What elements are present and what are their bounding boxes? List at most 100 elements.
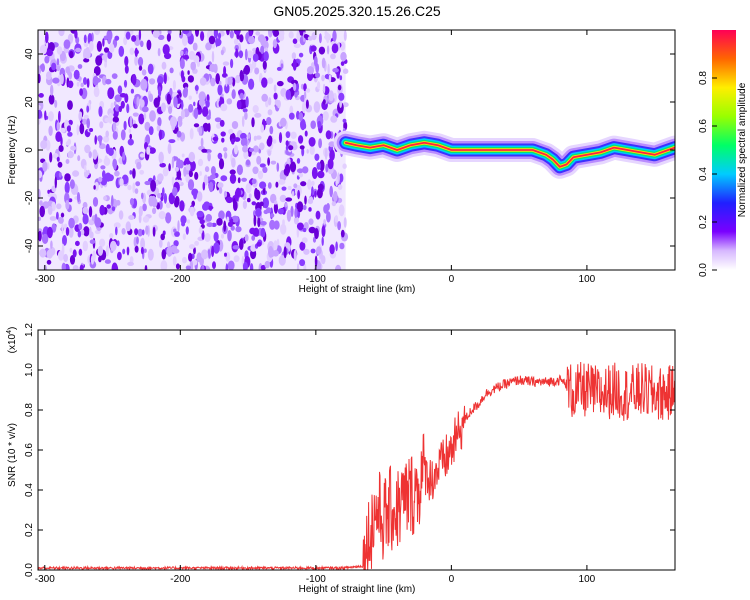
noise-blob — [269, 219, 276, 230]
noise-blob — [302, 204, 307, 211]
noise-blob — [40, 140, 48, 150]
noise-blob — [218, 210, 225, 220]
noise-blob — [88, 41, 94, 52]
noise-blob — [113, 222, 121, 229]
noise-blob — [188, 170, 193, 178]
noise-blob — [90, 255, 95, 265]
noise-blob — [156, 125, 161, 132]
snr-x-tick-label: -200 — [170, 574, 190, 585]
noise-blob — [145, 225, 149, 235]
noise-blob — [328, 141, 336, 148]
noise-blob — [188, 50, 196, 60]
noise-blob — [293, 216, 299, 225]
noise-blob — [150, 179, 157, 192]
noise-blob — [88, 151, 92, 159]
noise-blob — [49, 216, 57, 221]
noise-blob — [242, 145, 248, 153]
noise-blob — [111, 195, 114, 207]
noise-blob — [112, 158, 118, 169]
noise-blob — [125, 31, 131, 40]
noise-blob — [110, 102, 114, 111]
noise-blob — [329, 149, 335, 161]
noise-blob — [132, 182, 136, 194]
noise-blob — [245, 183, 252, 194]
noise-blob — [180, 99, 184, 110]
noise-blob — [97, 245, 104, 256]
noise-blob — [127, 184, 132, 191]
noise-blob — [72, 265, 79, 270]
noise-blob — [166, 33, 171, 42]
noise-blob — [157, 75, 164, 85]
noise-blob — [165, 212, 172, 224]
noise-blob — [291, 190, 295, 197]
noise-blob — [252, 53, 259, 62]
noise-blob — [147, 248, 154, 261]
noise-blob — [209, 63, 217, 73]
noise-blob — [38, 230, 42, 242]
noise-blob — [268, 246, 274, 258]
noise-blob — [129, 47, 135, 55]
noise-blob — [112, 131, 118, 140]
noise-blob — [140, 40, 144, 48]
noise-blob — [233, 30, 241, 35]
noise-blob — [201, 249, 209, 260]
noise-blob — [205, 42, 212, 51]
noise-blob — [215, 73, 220, 85]
noise-blob — [234, 137, 241, 142]
noise-blob — [45, 31, 49, 44]
noise-blob — [134, 55, 139, 66]
noise-blob — [143, 248, 147, 253]
noise-blob — [257, 170, 264, 180]
noise-blob — [267, 150, 272, 157]
noise-blob — [184, 86, 188, 95]
noise-blob — [278, 179, 286, 185]
noise-blob — [226, 30, 230, 36]
noise-blob — [169, 67, 174, 74]
noise-blob — [48, 111, 54, 122]
noise-blob — [273, 220, 280, 230]
noise-blob — [103, 157, 111, 166]
noise-blob — [152, 207, 157, 215]
noise-blob — [108, 112, 113, 124]
noise-blob — [48, 94, 55, 105]
snr-y-tick-label: 0.6 — [24, 443, 35, 457]
noise-blob — [136, 96, 140, 107]
noise-blob — [340, 229, 345, 238]
noise-blob — [68, 217, 75, 229]
noise-blob — [339, 242, 345, 250]
noise-blob — [342, 102, 349, 108]
noise-blob — [263, 209, 269, 215]
noise-blob — [254, 67, 260, 75]
noise-blob — [235, 226, 242, 233]
noise-blob — [223, 147, 228, 152]
noise-blob — [235, 48, 239, 59]
noise-blob — [197, 158, 204, 167]
spectrogram-y-label: Frequency (Hz) — [7, 116, 18, 185]
noise-blob — [193, 107, 199, 120]
noise-blob — [129, 115, 133, 128]
noise-blob — [117, 85, 123, 95]
noise-blob — [80, 229, 85, 236]
noise-blob — [288, 31, 294, 39]
noise-blob — [78, 248, 83, 256]
snr-x-label: Height of straight line (km) — [299, 584, 416, 595]
noise-blob — [92, 75, 99, 86]
noise-blob — [335, 178, 339, 187]
noise-blob — [39, 248, 47, 258]
noise-blob — [167, 245, 173, 257]
noise-blob — [303, 91, 307, 100]
noise-blob — [41, 233, 49, 244]
noise-blob — [303, 248, 310, 255]
noise-blob — [220, 175, 228, 182]
noise-blob — [56, 58, 60, 66]
noise-blob — [182, 54, 190, 60]
spectrogram-x-tick-label: 100 — [579, 274, 596, 285]
noise-blob — [269, 125, 274, 135]
noise-blob — [132, 123, 138, 129]
noise-blob — [201, 148, 208, 153]
noise-blob — [83, 226, 90, 237]
noise-blob — [334, 215, 339, 223]
noise-blob — [186, 219, 191, 224]
noise-blob — [112, 116, 120, 123]
noise-blob — [137, 228, 143, 237]
